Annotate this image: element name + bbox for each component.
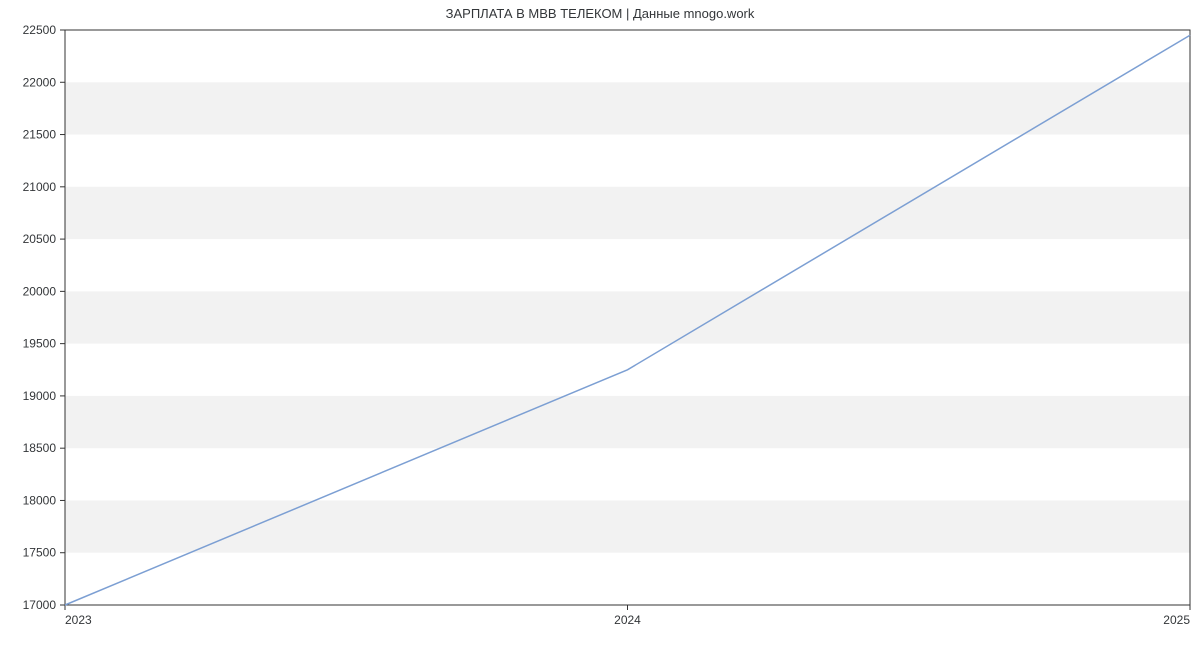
y-tick-label: 19500 <box>23 337 57 351</box>
salary-line-chart: ЗАРПЛАТА В МВВ ТЕЛЕКОМ | Данные mnogo.wo… <box>0 0 1200 650</box>
y-tick-label: 20500 <box>23 232 57 246</box>
y-tick-label: 21500 <box>23 128 57 142</box>
x-tick-label: 2024 <box>614 613 641 627</box>
y-tick-label: 22500 <box>23 23 57 37</box>
y-tick-label: 18500 <box>23 441 57 455</box>
y-tick-label: 18000 <box>23 493 57 507</box>
x-tick-label: 2025 <box>1163 613 1190 627</box>
y-tick-label: 21000 <box>23 180 57 194</box>
chart-svg: 17000 17500 18000 18500 19000 19500 20000 20500… <box>0 0 1200 650</box>
x-tick-label: 2023 <box>65 613 92 627</box>
y-tick-label: 20000 <box>23 284 57 298</box>
y-tick-label: 17000 <box>23 598 57 612</box>
y-tick-label: 22000 <box>23 75 57 89</box>
y-tick-label: 17500 <box>23 546 57 560</box>
y-tick-label: 19000 <box>23 389 57 403</box>
